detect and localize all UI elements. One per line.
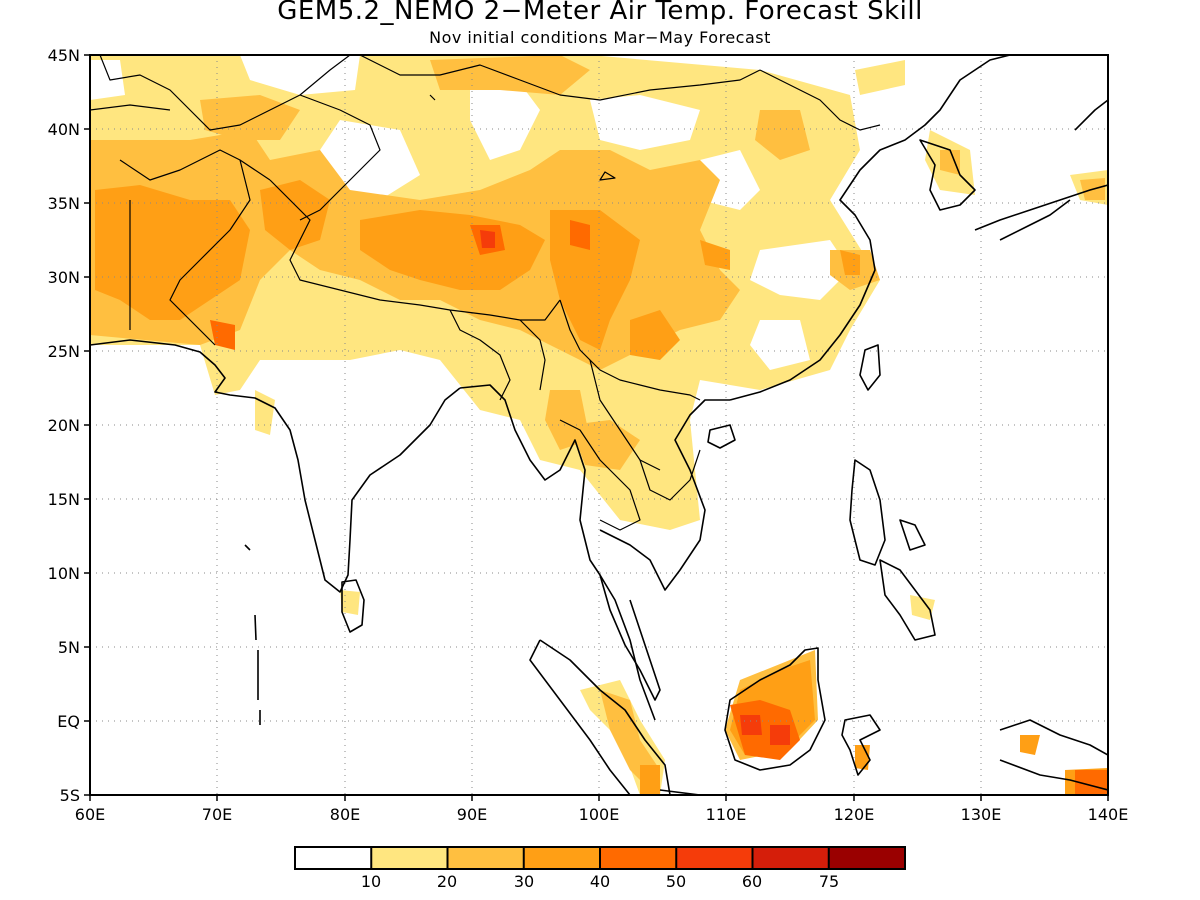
lat-label: 5N [58, 638, 80, 657]
colorbar-swatch [447, 847, 524, 869]
colorbar-swatch [828, 847, 905, 869]
colorbar-label: 10 [361, 872, 381, 891]
lon-label: 70E [202, 805, 232, 824]
colorbar-swatch [523, 847, 600, 869]
chart-subtitle: Nov initial conditions Mar−May Forecast [429, 28, 771, 47]
colorbar-swatch [371, 847, 448, 869]
lon-label: 100E [579, 805, 620, 824]
lat-label: 5S [60, 786, 80, 805]
tick-marks [84, 54, 1109, 801]
colorbar-swatch [295, 847, 372, 869]
lon-label: 60E [75, 805, 105, 824]
lat-label: 25N [48, 342, 80, 361]
coastlines [90, 55, 1108, 795]
country-borders [90, 55, 881, 531]
lon-label: 90E [457, 805, 487, 824]
lat-label: 35N [48, 194, 80, 213]
lat-label: 20N [48, 416, 80, 435]
colorbar-label: 50 [666, 872, 686, 891]
colorbar-label: 30 [514, 872, 534, 891]
lon-label: 140E [1088, 805, 1129, 824]
colorbar-label: 60 [742, 872, 762, 891]
colorbar-swatch [600, 847, 677, 869]
chart-title: GEM5.2_NEMO 2−Meter Air Temp. Forecast S… [277, 0, 923, 26]
lat-label: 45N [48, 46, 80, 65]
lat-label: EQ [57, 712, 80, 731]
colorbar-swatch [752, 847, 829, 869]
colorbar-label: 20 [437, 872, 457, 891]
colorbar-swatch [676, 847, 753, 869]
lon-label: 80E [330, 805, 360, 824]
lon-label: 110E [706, 805, 747, 824]
lat-label: 10N [48, 564, 80, 583]
lat-label: 30N [48, 268, 80, 287]
lon-label: 130E [961, 805, 1002, 824]
latitude-labels: 45N 40N 35N 30N 25N 20N 15N 10N 5N EQ 5S [48, 46, 80, 805]
lat-label: 40N [48, 120, 80, 139]
lat-label: 15N [48, 490, 80, 509]
colorbar: 10 20 30 40 50 60 75 [294, 846, 906, 891]
longitude-labels: 60E 70E 80E 90E 100E 110E 120E 130E 140E [75, 805, 1129, 824]
colorbar-label: 40 [590, 872, 610, 891]
lon-label: 120E [834, 805, 875, 824]
skill-shading [90, 55, 1108, 795]
colorbar-label: 75 [819, 872, 839, 891]
